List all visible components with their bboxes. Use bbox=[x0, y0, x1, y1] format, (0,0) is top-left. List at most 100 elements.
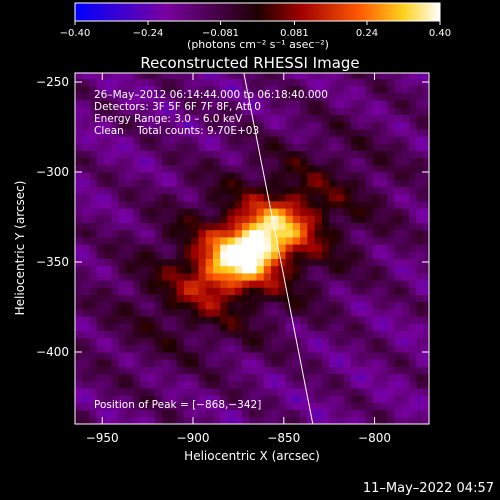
heatmap-cell bbox=[89, 114, 98, 123]
heatmap-cell bbox=[169, 150, 178, 159]
heatmap-cell bbox=[111, 366, 120, 375]
heatmap-cell bbox=[394, 323, 403, 331]
heatmap-cell bbox=[401, 73, 410, 79]
heatmap-cell bbox=[263, 85, 272, 94]
heatmap-cell bbox=[271, 85, 279, 94]
heatmap-cell bbox=[387, 395, 396, 403]
heatmap-cell bbox=[242, 236, 250, 245]
heatmap-cell bbox=[285, 265, 294, 274]
heatmap-cell bbox=[278, 251, 287, 259]
heatmap-cell bbox=[263, 136, 272, 144]
heatmap-cell bbox=[104, 294, 112, 303]
heatmap-cell bbox=[133, 78, 141, 87]
heatmap-cell bbox=[336, 409, 345, 418]
heatmap-cell bbox=[220, 301, 229, 310]
heatmap-cell bbox=[292, 272, 301, 281]
heatmap-cell bbox=[271, 136, 279, 144]
heatmap-cell bbox=[365, 193, 374, 202]
heatmap-cell bbox=[125, 395, 134, 403]
heatmap-cell bbox=[372, 157, 381, 166]
heatmap-cell bbox=[154, 236, 163, 245]
heatmap-cell bbox=[147, 121, 156, 130]
heatmap-cell bbox=[212, 373, 221, 382]
heatmap-cell bbox=[176, 208, 185, 216]
heatmap-cell bbox=[249, 323, 258, 331]
heatmap-cell bbox=[169, 308, 178, 317]
heatmap-cell bbox=[329, 395, 338, 403]
heatmap-cell bbox=[416, 150, 425, 159]
heatmap-cell bbox=[96, 280, 105, 288]
heatmap-cell bbox=[82, 186, 91, 195]
heatmap-cell bbox=[278, 229, 287, 238]
heatmap-cell bbox=[387, 179, 396, 187]
heatmap-cell bbox=[307, 150, 316, 159]
heatmap-cell bbox=[169, 121, 178, 130]
heatmap-cell bbox=[140, 294, 149, 303]
heatmap-cell bbox=[350, 330, 359, 339]
heatmap-cell bbox=[191, 73, 200, 79]
heatmap-cell bbox=[191, 416, 200, 424]
heatmap-cell bbox=[343, 265, 352, 274]
heatmap-cell bbox=[183, 128, 192, 137]
heatmap-cell bbox=[96, 287, 105, 295]
heatmap-cell bbox=[220, 164, 229, 173]
heatmap-cell bbox=[89, 280, 98, 288]
heatmap-cell bbox=[147, 172, 156, 180]
heatmap-cell bbox=[416, 272, 425, 281]
heatmap-cell bbox=[227, 143, 236, 151]
heatmap-cell bbox=[263, 395, 272, 403]
heatmap-cell bbox=[154, 150, 163, 159]
heatmap-cell bbox=[409, 244, 417, 252]
heatmap-cell bbox=[140, 316, 149, 324]
heatmap-cell bbox=[350, 78, 359, 87]
heatmap-cell bbox=[300, 164, 308, 173]
heatmap-cell bbox=[292, 200, 301, 209]
heatmap-cell bbox=[256, 186, 265, 195]
heatmap-cell bbox=[358, 128, 367, 137]
heatmap-cell bbox=[314, 380, 323, 389]
heatmap-cell bbox=[75, 222, 83, 231]
heatmap-cell bbox=[329, 143, 338, 151]
heatmap-cell bbox=[205, 294, 214, 303]
heatmap-cell bbox=[227, 409, 236, 418]
heatmap-cell bbox=[387, 85, 396, 94]
heatmap-cell bbox=[278, 200, 287, 209]
heatmap-cell bbox=[365, 172, 374, 180]
heatmap-cell bbox=[423, 85, 429, 94]
heatmap-cell bbox=[249, 143, 258, 151]
heatmap-cell bbox=[125, 388, 134, 396]
heatmap-cell bbox=[125, 344, 134, 353]
heatmap-cell bbox=[133, 222, 141, 231]
heatmap-cell bbox=[118, 287, 127, 295]
heatmap-cell bbox=[271, 157, 279, 166]
heatmap-cell bbox=[321, 78, 330, 87]
heatmap-cell bbox=[96, 164, 105, 173]
heatmap-cell bbox=[343, 416, 352, 424]
heatmap-cell bbox=[423, 100, 429, 108]
heatmap-cell bbox=[401, 323, 410, 331]
heatmap-cell bbox=[89, 164, 98, 173]
heatmap-cell bbox=[176, 287, 185, 295]
heatmap-cell bbox=[191, 337, 200, 346]
heatmap-cell bbox=[271, 73, 279, 79]
heatmap-cell bbox=[89, 287, 98, 295]
heatmap-cell bbox=[263, 114, 272, 123]
heatmap-cell bbox=[336, 200, 345, 209]
heatmap-cell bbox=[125, 172, 134, 180]
heatmap-cell bbox=[278, 330, 287, 339]
heatmap-cell bbox=[256, 222, 265, 231]
heatmap-cell bbox=[212, 416, 221, 424]
heatmap-cell bbox=[198, 380, 207, 389]
heatmap-cell bbox=[256, 344, 265, 353]
heatmap-cell bbox=[176, 121, 185, 130]
heatmap-cell bbox=[285, 121, 294, 130]
heatmap-cell bbox=[104, 395, 112, 403]
heatmap-cell bbox=[154, 280, 163, 288]
heatmap-cell bbox=[336, 287, 345, 295]
heatmap-cell bbox=[96, 136, 105, 144]
heatmap-cell bbox=[365, 265, 374, 274]
heatmap-cell bbox=[336, 244, 345, 252]
heatmap-cell bbox=[89, 143, 98, 151]
heatmap-cell bbox=[271, 172, 279, 180]
heatmap-cell bbox=[133, 172, 141, 180]
